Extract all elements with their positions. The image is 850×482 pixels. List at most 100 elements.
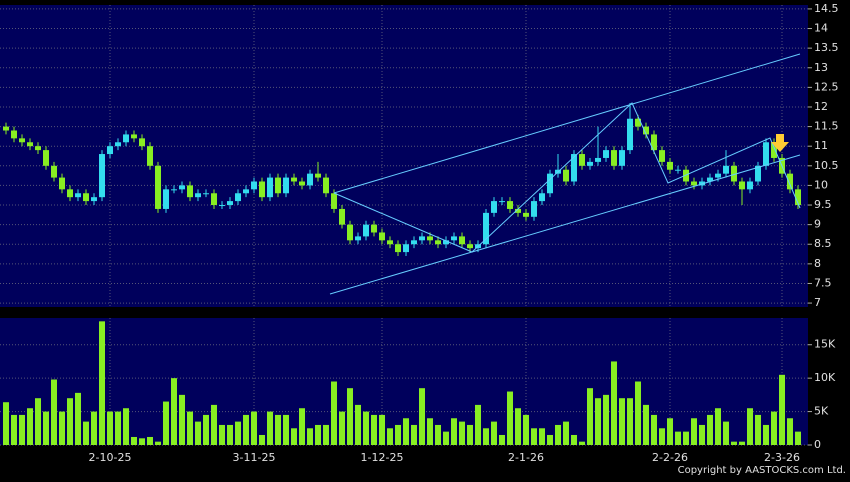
- volume-bar: [555, 424, 561, 445]
- volume-bar: [747, 408, 753, 445]
- candle-body: [163, 189, 169, 209]
- candle-body: [771, 142, 777, 158]
- candle-body: [291, 177, 297, 182]
- volume-bar: [795, 431, 801, 445]
- volume-bar: [75, 392, 81, 445]
- volume-bar: [235, 421, 241, 445]
- candle-body: [235, 193, 241, 202]
- volume-bar: [251, 411, 257, 445]
- zigzag: [333, 102, 801, 253]
- y-tick-label: 0: [814, 438, 821, 451]
- y-tick-label: 5K: [814, 405, 829, 418]
- candle-body: [587, 161, 593, 166]
- x-tick-label: 1-12-25: [361, 451, 404, 464]
- y-tick-label: 11: [814, 139, 828, 152]
- candle-body: [99, 154, 105, 198]
- volume-bar: [515, 408, 521, 445]
- volume-bar: [675, 431, 681, 445]
- volume-bar: [155, 441, 161, 445]
- candle-body: [43, 150, 49, 166]
- candle-body: [123, 134, 129, 143]
- volume-bar: [715, 408, 721, 445]
- volume-bar: [331, 381, 337, 445]
- candle-body: [731, 165, 737, 182]
- candle-body: [787, 173, 793, 190]
- candle-body: [323, 177, 329, 194]
- candle-body: [67, 189, 73, 198]
- volume-bar: [411, 424, 417, 445]
- candle-body: [299, 181, 305, 186]
- candle-body: [515, 208, 521, 213]
- candle-body: [523, 212, 529, 217]
- candle-body: [659, 150, 665, 162]
- volume-bar: [307, 428, 313, 445]
- candle-body: [179, 185, 185, 190]
- volume-bar: [19, 414, 25, 445]
- candle-body: [59, 177, 65, 190]
- volume-bar: [763, 424, 769, 445]
- candle-body: [723, 165, 729, 174]
- volume-bar: [387, 428, 393, 445]
- candle-body: [499, 201, 505, 203]
- volume-bar: [179, 394, 185, 445]
- volume-bar: [283, 414, 289, 445]
- candle-body: [275, 177, 281, 194]
- y-tick-label: 15K: [814, 338, 836, 351]
- trend-lines: [329, 53, 801, 295]
- volume-bar: [611, 361, 617, 445]
- candle-body: [3, 126, 9, 131]
- volume-bar: [163, 401, 169, 445]
- candle-body: [315, 173, 321, 178]
- candle-body: [131, 134, 137, 139]
- plot-layer: 7 7.5 8 8.5 9 9.5 10 10.5 11 11.5 12 12.5 13 13.5 14 14…: [0, 2, 839, 464]
- volume-bar: [131, 436, 137, 445]
- volume-bar: [115, 411, 121, 445]
- volume-bar: [35, 398, 41, 445]
- candle-body: [739, 181, 745, 190]
- candle-body: [539, 193, 545, 202]
- candle-body: [403, 244, 409, 253]
- y-tick-label: 14.5: [814, 2, 839, 15]
- volume-bar: [579, 441, 585, 445]
- volume-bar: [491, 421, 497, 445]
- volume-bar: [59, 411, 65, 445]
- candle-body: [355, 236, 361, 241]
- candle-body: [715, 173, 721, 178]
- arrow-marker: [771, 134, 789, 152]
- volume-bar: [779, 374, 785, 445]
- y-tick-label: 14: [814, 22, 828, 35]
- volume-bar: [571, 434, 577, 445]
- candle-body: [155, 165, 161, 209]
- volume-bar: [643, 404, 649, 445]
- volume-bar: [563, 421, 569, 445]
- volume-bar: [267, 411, 273, 445]
- volume-bar: [91, 411, 97, 445]
- volume-bar: [483, 428, 489, 445]
- volume-bar: [755, 414, 761, 445]
- candle-body: [595, 157, 601, 162]
- volume-bar: [467, 424, 473, 445]
- candle-body: [699, 181, 705, 186]
- candle-body: [115, 142, 121, 147]
- y-tick-label: 8: [814, 257, 821, 270]
- volume-bar: [51, 379, 57, 445]
- candle-body: [747, 181, 753, 190]
- candle-body: [107, 146, 113, 155]
- volume-bar: [211, 404, 217, 445]
- candle-body: [227, 201, 233, 206]
- volume-bar: [339, 411, 345, 445]
- volume-bar: [227, 424, 233, 445]
- y-tick-label: 13.5: [814, 41, 839, 54]
- candle-body: [667, 161, 673, 170]
- candle-body: [419, 236, 425, 241]
- y-tick-label: 8.5: [814, 237, 832, 250]
- volume-bar: [691, 418, 697, 445]
- channel-lower: [329, 154, 801, 295]
- volume-bar: [539, 428, 545, 445]
- volume-bar: [139, 438, 145, 445]
- volume-bar: [523, 414, 529, 445]
- candle-body: [435, 240, 441, 245]
- candle-body: [363, 224, 369, 237]
- candle-body: [675, 169, 681, 171]
